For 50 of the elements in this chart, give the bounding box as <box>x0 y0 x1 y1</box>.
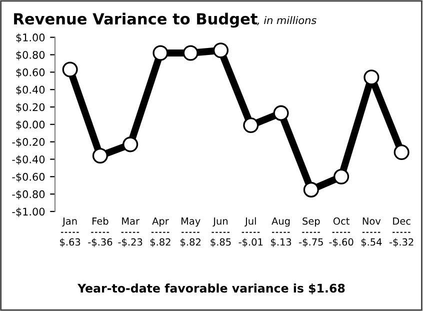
y-tick-label: $0.80 <box>16 50 45 60</box>
point <box>394 144 410 160</box>
point <box>243 117 259 134</box>
y-tick-label: -$1.00 <box>12 208 45 217</box>
x-tick-label: Mar <box>122 218 140 225</box>
point <box>62 62 78 78</box>
text: Year-to-date favorable variance is $1.68 <box>77 284 345 294</box>
data-label: $.54 <box>361 238 382 247</box>
x-tick-label: Jul <box>244 217 256 227</box>
point <box>152 45 168 61</box>
x-tick-label: Jan <box>62 218 77 227</box>
data-label: $.82 <box>150 238 170 247</box>
data-label: -$.75 <box>299 238 323 247</box>
x-tick-label: Aug <box>272 218 290 227</box>
x-tick-label: Jun <box>212 218 228 227</box>
data-label: $.13 <box>271 238 292 247</box>
x-tick-label: Dec <box>393 218 410 225</box>
y-tick-label: $0.20 <box>16 103 45 112</box>
y-tick-label: $1.00 <box>16 33 45 43</box>
data-label: -$.23 <box>118 238 142 247</box>
y-tick-label: $0.00 <box>16 120 45 130</box>
y-tick-label: -$0.20 <box>12 138 45 148</box>
x-tick-label: Oct <box>333 217 350 225</box>
data-label: -$.36 <box>88 238 112 247</box>
point <box>122 136 138 152</box>
chart-subtitle: , in millions <box>257 16 316 26</box>
data-label: -$.60 <box>329 238 354 247</box>
point <box>334 168 350 184</box>
data-label: -$.32 <box>389 238 414 247</box>
x-tick-label: May <box>182 218 200 227</box>
y-tick-label: -$0.80 <box>12 190 45 200</box>
data-label: $.82 <box>180 238 200 247</box>
point <box>364 70 380 86</box>
chart-title: Revenue Variance to Budget <box>14 12 258 28</box>
x-tick-label: Sep <box>302 217 320 227</box>
data-label: -$.01 <box>238 238 263 247</box>
data-label: $.85 <box>210 238 231 247</box>
x-tick-label: Nov <box>362 218 381 225</box>
point <box>182 45 198 61</box>
y-tick-label: -$0.40 <box>12 155 45 165</box>
y-tick-label: $0.40 <box>16 86 45 96</box>
y-tick-label: -$0.60 <box>12 172 45 182</box>
point <box>303 182 319 198</box>
point <box>92 148 108 164</box>
point <box>273 105 289 121</box>
point <box>212 42 229 58</box>
x-tick-label: Apr <box>152 218 169 227</box>
x-tick-label: Feb <box>92 217 108 225</box>
y-tick-label: $0.60 <box>16 68 45 78</box>
data-label: $.63 <box>60 238 80 247</box>
